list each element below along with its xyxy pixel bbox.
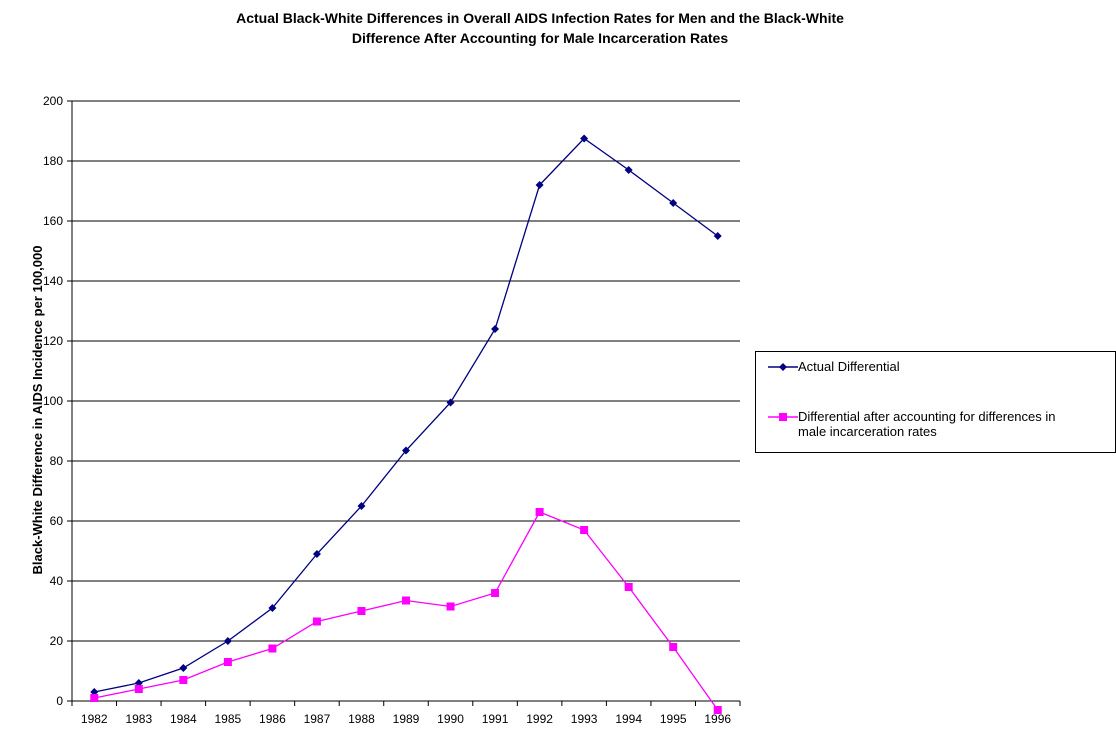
y-tick-label-140: 140 (43, 274, 63, 288)
legend: Actual Differential Differential after a… (755, 351, 1116, 453)
data-point-1-1985 (223, 658, 232, 666)
data-point-0-1986 (268, 604, 277, 612)
y-tick-label-120: 120 (43, 334, 63, 348)
series-line-1 (94, 511, 719, 711)
y-tick-label-200: 200 (43, 94, 63, 108)
x-tick-label-1982: 1982 (81, 712, 108, 726)
x-tick-label-1987: 1987 (304, 712, 331, 726)
y-axis-ticks: 0 20 40 60 80 100 120 140 160 180 200 (43, 94, 72, 708)
data-point-1-1988 (357, 607, 366, 615)
chart-title-line-2: Difference After Accounting for Male Inc… (351, 30, 729, 46)
x-tick-label-1983: 1983 (125, 712, 152, 726)
x-tick-label-1994: 1994 (615, 712, 642, 726)
legend-label-actual: Actual Differential (798, 359, 900, 374)
series-1 (90, 508, 722, 714)
x-tick-label-1996: 1996 (704, 712, 731, 726)
data-point-1-1986 (268, 644, 277, 653)
chart-title: Actual Black-White Differences in Overal… (0, 8, 1080, 48)
x-tick-label-1991: 1991 (482, 712, 509, 726)
x-axis-ticks: 1982 1983 1984 1985 1986 1987 1988 1989 1990 1991… (71, 701, 741, 726)
gridlines (72, 100, 740, 642)
data-point-0-1993 (580, 134, 589, 143)
data-point-0-1996 (713, 232, 722, 240)
data-point-1-1982 (90, 694, 99, 702)
legend-label-after-incarceration: Differential after accounting for differ… (798, 409, 1056, 439)
data-point-1-1987 (312, 617, 321, 626)
y-tick-label-20: 20 (50, 634, 64, 648)
y-tick-label-100: 100 (43, 394, 63, 408)
y-tick-label-80: 80 (50, 454, 64, 468)
data-point-1-1993 (580, 526, 589, 534)
x-tick-label-1995: 1995 (660, 712, 687, 726)
y-tick-label-40: 40 (50, 574, 64, 588)
data-point-1-1990 (446, 602, 455, 611)
data-point-0-1991 (491, 325, 500, 333)
data-point-0-1985 (223, 637, 232, 645)
data-point-0-1984 (179, 664, 188, 672)
data-point-1-1989 (402, 596, 410, 605)
data-point-0-1987 (312, 550, 321, 558)
x-tick-label-1984: 1984 (170, 712, 197, 726)
x-tick-label-1985: 1985 (215, 712, 242, 726)
chart-title-line-1: Actual Black-White Differences in Overal… (236, 10, 844, 26)
series-line-0 (94, 137, 719, 693)
data-point-1-1984 (179, 676, 188, 684)
series-0 (90, 134, 722, 696)
y-tick-label-60: 60 (50, 514, 64, 528)
y-tick-label-160: 160 (43, 214, 63, 228)
data-point-0-1988 (357, 502, 366, 510)
x-tick-label-1986: 1986 (259, 712, 286, 726)
data-point-1-1995 (669, 643, 678, 651)
x-tick-label-1988: 1988 (348, 712, 375, 726)
x-tick-label-1990: 1990 (437, 712, 464, 726)
data-point-1-1996 (713, 706, 722, 714)
x-tick-label-1992: 1992 (526, 712, 553, 726)
data-point-1-1983 (134, 685, 143, 693)
data-point-1-1992 (535, 508, 544, 516)
x-tick-label-1993: 1993 (571, 712, 598, 726)
legend-symbol-after-incarceration (768, 413, 798, 421)
data-point-0-1994 (624, 166, 633, 174)
legend-symbol-actual (768, 363, 798, 371)
data-point-1-1994 (624, 583, 633, 591)
data-point-0-1990 (446, 398, 455, 407)
x-tick-label-1989: 1989 (393, 712, 420, 726)
data-point-1-1991 (491, 589, 500, 597)
y-tick-label-0: 0 (56, 694, 63, 708)
y-tick-label-180: 180 (43, 154, 63, 168)
series-group (90, 134, 722, 714)
data-point-0-1995 (669, 199, 678, 207)
data-point-0-1992 (535, 181, 544, 189)
data-point-0-1989 (402, 446, 410, 455)
